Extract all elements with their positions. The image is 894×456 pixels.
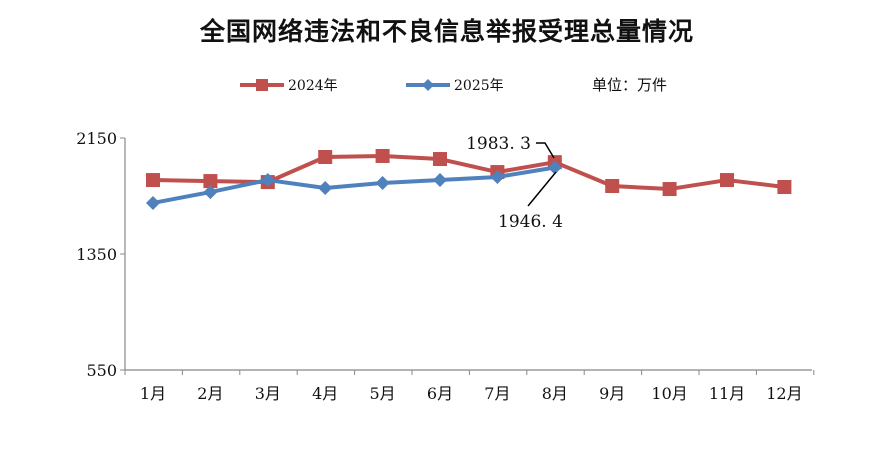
x-tick-label: 8月 bbox=[542, 384, 568, 403]
x-tick-label: 4月 bbox=[312, 384, 338, 403]
x-tick-label: 9月 bbox=[599, 384, 625, 403]
data-point bbox=[375, 148, 390, 163]
legend-marker-diamond bbox=[422, 79, 434, 91]
x-tick-label: 11月 bbox=[709, 384, 745, 403]
legend-marker-square bbox=[256, 79, 268, 91]
data-point bbox=[318, 149, 333, 164]
leader-line bbox=[536, 142, 555, 159]
data-point bbox=[547, 160, 562, 175]
series-2024 bbox=[146, 148, 792, 197]
legend-label: 2025年 bbox=[454, 78, 504, 94]
y-tick-label: 550 bbox=[86, 361, 117, 380]
x-tick-label: 5月 bbox=[370, 384, 396, 403]
data-point bbox=[777, 180, 792, 195]
x-tick-label: 7月 bbox=[484, 384, 510, 403]
x-tick-label: 2月 bbox=[197, 384, 223, 403]
x-tick-label: 10月 bbox=[651, 384, 687, 403]
chart-title: 全国网络违法和不良信息举报受理总量情况 bbox=[199, 17, 694, 46]
x-tick-label: 3月 bbox=[255, 384, 281, 403]
data-point bbox=[720, 173, 734, 188]
series-2025 bbox=[146, 160, 562, 210]
data-label-2025-aug: 1946. 4 bbox=[498, 212, 563, 232]
legend-item: 2025年 bbox=[406, 78, 504, 94]
data-point bbox=[203, 185, 218, 200]
legend-label: 2024年 bbox=[288, 78, 338, 94]
data-point bbox=[662, 182, 677, 197]
series-line bbox=[152, 165, 556, 205]
data-point bbox=[146, 173, 160, 188]
data-point bbox=[146, 195, 160, 210]
data-point bbox=[203, 174, 218, 189]
x-tick-label: 12月 bbox=[766, 384, 802, 403]
data-point bbox=[260, 173, 275, 188]
x-tick-label: 1月 bbox=[140, 384, 166, 403]
data-point bbox=[318, 181, 333, 196]
y-tick-label: 2150 bbox=[76, 129, 117, 148]
x-tick-label: 6月 bbox=[427, 384, 453, 403]
data-label-2024-aug: 1983. 3 bbox=[466, 134, 531, 154]
data-point bbox=[433, 173, 447, 188]
data-point bbox=[375, 175, 390, 190]
legend-item: 2024年 bbox=[240, 78, 338, 94]
unit-label: 单位：万件 bbox=[592, 76, 667, 94]
data-point bbox=[605, 178, 620, 193]
leader-line bbox=[527, 171, 557, 207]
data-point bbox=[490, 170, 505, 185]
y-tick-label: 1350 bbox=[76, 245, 117, 264]
data-point bbox=[433, 152, 447, 167]
